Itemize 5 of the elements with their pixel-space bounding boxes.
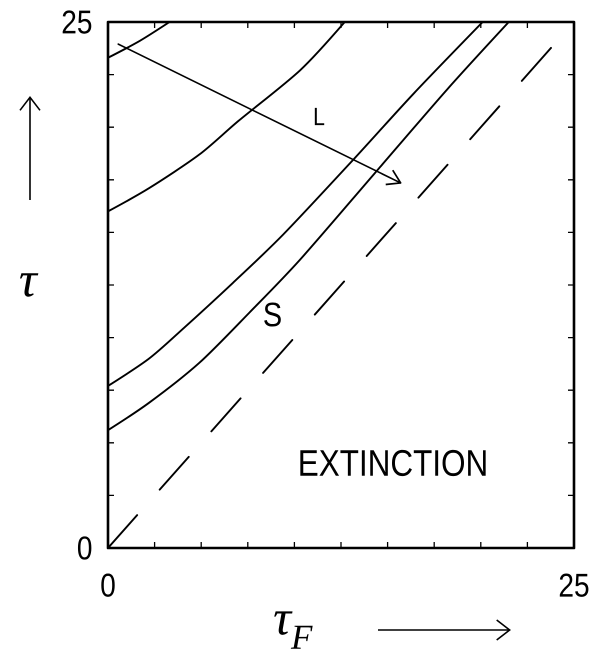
y-axis-title: τ <box>20 273 38 297</box>
x-axis-title: τ$_{F}$ <box>274 611 313 649</box>
annotation: S <box>264 302 281 327</box>
annotation: EXTINCTION <box>300 450 486 476</box>
series-label: L <box>314 108 324 126</box>
